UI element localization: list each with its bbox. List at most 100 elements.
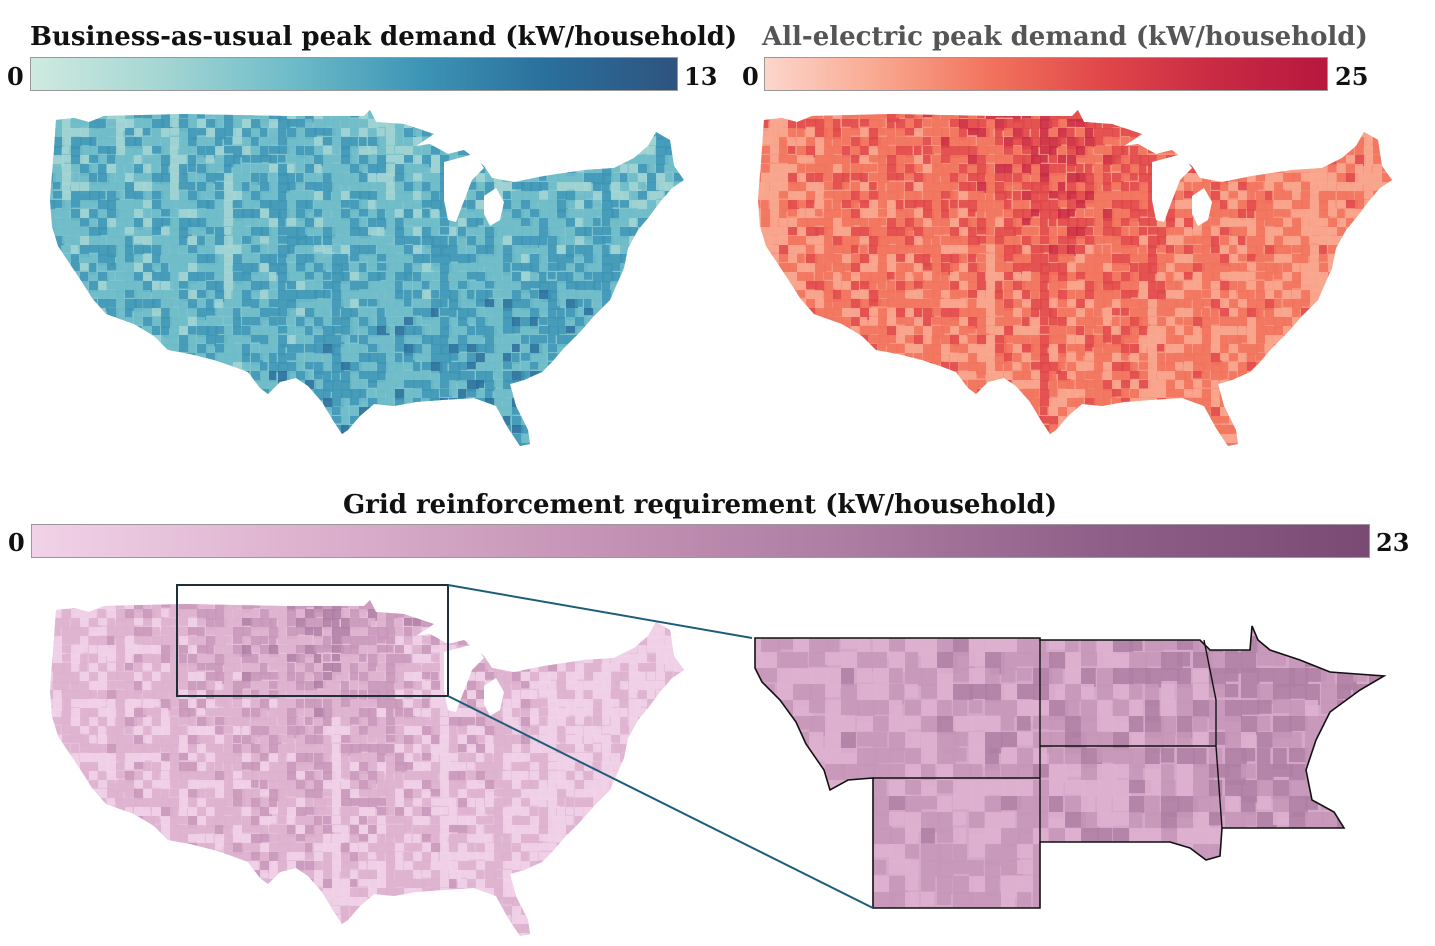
county-cell <box>53 299 66 311</box>
county-cell <box>440 281 450 291</box>
county-cell <box>368 380 378 388</box>
county-cell <box>1112 317 1120 328</box>
county-cell <box>593 434 605 445</box>
county-cell <box>215 407 226 418</box>
county-cell <box>995 254 1006 266</box>
county-cell <box>134 254 144 263</box>
county-cell <box>143 443 153 446</box>
county-cell <box>89 128 98 141</box>
county-cell <box>242 425 254 438</box>
county-cell <box>242 281 252 294</box>
county-cell <box>431 272 440 280</box>
county-cell <box>1067 272 1078 284</box>
county-cell <box>1292 164 1301 172</box>
county-cell <box>1184 245 1194 255</box>
county-cell <box>557 263 567 271</box>
county-cell <box>161 398 173 408</box>
county-cell <box>134 434 144 444</box>
county-cell <box>1112 155 1125 165</box>
county-cell <box>170 191 180 200</box>
county-cell <box>494 344 504 354</box>
county-cell <box>422 398 430 406</box>
county-cell <box>296 308 305 316</box>
county-cell <box>71 137 82 150</box>
county-cell <box>1337 137 1349 147</box>
county-cell <box>674 245 682 257</box>
county-cell <box>1211 362 1223 373</box>
county-cell <box>977 236 987 244</box>
county-cell <box>638 389 647 398</box>
county-cell <box>896 164 905 174</box>
county-cell <box>521 425 534 434</box>
county-cell <box>323 290 331 299</box>
county-cell <box>62 236 74 244</box>
county-cell <box>1040 290 1050 301</box>
county-cell <box>107 335 116 346</box>
county-cell <box>1355 209 1365 217</box>
county-cell <box>638 290 649 302</box>
county-cell <box>485 245 497 257</box>
county-cell <box>1076 326 1085 336</box>
county-cell <box>950 191 958 202</box>
county-cell <box>530 146 540 157</box>
county-cell <box>1148 272 1156 283</box>
county-cell <box>1373 362 1386 374</box>
county-cell <box>1022 317 1030 328</box>
county-cell <box>215 299 224 312</box>
county-cell <box>305 380 317 392</box>
county-cell <box>116 164 125 173</box>
county-cell <box>779 119 791 128</box>
county-cell <box>905 209 916 220</box>
county-cell <box>923 236 931 248</box>
county-cell <box>251 263 259 275</box>
county-cell <box>656 353 665 362</box>
county-cell <box>557 290 569 299</box>
county-cell <box>1373 317 1383 325</box>
county-cell <box>1382 155 1392 165</box>
county-cell <box>350 335 358 343</box>
county-cell <box>896 182 904 193</box>
county-cell <box>575 380 584 391</box>
county-cell <box>1067 191 1078 200</box>
county-cell <box>788 182 800 192</box>
county-cell <box>494 128 505 141</box>
county-cell <box>494 317 505 329</box>
county-cell <box>476 146 484 155</box>
county-cell <box>314 245 325 253</box>
county-cell <box>80 155 92 164</box>
county-cell <box>629 173 638 186</box>
county-cell <box>833 173 845 183</box>
county-cell <box>647 380 659 392</box>
county-cell <box>941 335 953 347</box>
county-cell <box>1238 326 1247 338</box>
county-cell <box>638 326 651 337</box>
county-cell <box>143 308 154 321</box>
county-cell <box>143 335 151 343</box>
county-cell <box>503 371 513 383</box>
county-cell <box>1040 137 1051 146</box>
county-cell <box>1094 353 1104 365</box>
county-cell <box>1166 299 1178 310</box>
county-cell <box>197 164 209 175</box>
county-cell <box>806 200 814 209</box>
county-cell <box>1139 155 1150 166</box>
county-cell <box>476 209 486 221</box>
county-cell <box>413 326 425 338</box>
county-cell <box>143 155 153 164</box>
county-cell <box>485 389 493 401</box>
county-cell <box>539 254 547 265</box>
county-cell <box>1247 200 1258 211</box>
county-cell <box>1211 335 1221 345</box>
county-cell <box>224 299 233 308</box>
county-cell <box>341 335 349 343</box>
county-cell <box>656 227 665 238</box>
county-cell <box>1112 254 1122 265</box>
county-cell <box>1076 164 1084 173</box>
county-cell <box>305 389 316 398</box>
county-cell <box>143 398 154 410</box>
county-cell <box>602 137 613 146</box>
county-cell <box>116 281 128 294</box>
county-cell <box>923 146 934 155</box>
county-cell <box>797 164 806 175</box>
county-cell <box>431 236 441 248</box>
